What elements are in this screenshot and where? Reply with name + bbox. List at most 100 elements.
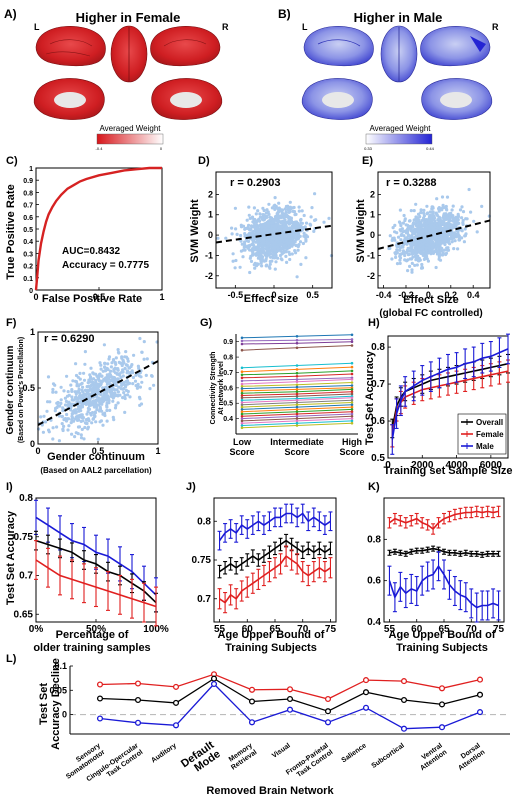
- panel-e-point: [403, 218, 407, 223]
- panel-f-label: F): [6, 317, 17, 329]
- panel-g-category-label: Score: [284, 447, 309, 457]
- panel-e-point: [399, 252, 403, 256]
- panel-g-point: [295, 385, 299, 389]
- panel-f-point: [101, 423, 105, 427]
- brain-male-top: [380, 25, 418, 83]
- panel-g-point: [350, 412, 354, 416]
- panel-f-point: [114, 367, 118, 371]
- panel-f-point: [54, 390, 58, 394]
- panel-f-point: [56, 404, 60, 408]
- panel-d-point: [299, 217, 303, 222]
- panel-e-point: [399, 233, 403, 237]
- panel-f-point: [83, 425, 87, 430]
- panel-h-legend-label: Overall: [476, 418, 503, 427]
- panel-f-ytick-label: 0.5: [22, 383, 35, 393]
- panel-e-point: [423, 235, 427, 239]
- panel-f-point: [94, 378, 98, 383]
- panel-d-point: [260, 236, 264, 240]
- panel-e-point: [425, 204, 429, 208]
- panel-l-point: [248, 698, 256, 705]
- panel-d-xtick-label: 0.5: [306, 290, 319, 300]
- panel-d-ytick-label: 2: [208, 189, 213, 199]
- panel-f-point: [82, 378, 87, 382]
- panel-f-point: [90, 411, 95, 415]
- panel-g: G) 0.40.50.60.70.80.9LowScoreIntermediat…: [200, 317, 365, 457]
- panel-k-xlabel2: Training Subjects: [396, 642, 488, 654]
- panel-b: B) Higher in Male L R Averaged Weight 0.…: [278, 7, 499, 151]
- panel-f-point: [138, 385, 142, 389]
- panel-f-point: [145, 357, 149, 361]
- panel-f-point: [91, 390, 95, 394]
- panel-e-point: [411, 255, 415, 259]
- panel-d-point: [279, 246, 283, 250]
- panel-g-category-label: Intermediate: [270, 437, 324, 447]
- panel-f-point: [51, 390, 55, 394]
- panel-e-point: [435, 197, 439, 201]
- panel-a-colorbar: [96, 133, 164, 145]
- panel-g-point: [295, 346, 299, 350]
- panel-l-ylabel: Test Set: [38, 683, 50, 725]
- panel-c-label: C): [6, 155, 18, 167]
- panel-f-point: [131, 375, 135, 380]
- panel-e-ytick-label: 1: [370, 210, 375, 220]
- panel-e-point: [415, 263, 419, 267]
- panel-g-point: [240, 405, 244, 409]
- panel-d-point: [252, 233, 256, 237]
- panel-f-point: [127, 366, 132, 370]
- panel-l-point: [286, 706, 294, 713]
- panel-b-label: B): [278, 7, 291, 21]
- panel-f-point: [123, 410, 127, 414]
- panel-d-point: [284, 220, 288, 225]
- panel-e-point: [417, 247, 421, 251]
- panel-e-point: [422, 257, 426, 261]
- panel-f-point: [73, 390, 77, 394]
- panel-d-point: [274, 205, 278, 209]
- panel-f-point: [60, 414, 64, 419]
- panel-d-point: [247, 205, 251, 209]
- panel-g-label: G): [200, 317, 213, 329]
- panel-f-point: [60, 422, 64, 426]
- panel-f-point: [102, 393, 106, 397]
- panel-e-point: [463, 234, 467, 238]
- panel-g-point: [295, 368, 299, 371]
- panel-h-ytick-label: 0.8: [371, 342, 385, 353]
- panel-d-point: [243, 242, 247, 247]
- panel-d-point: [265, 221, 269, 225]
- panel-d-point: [293, 213, 297, 217]
- panel-h-ytick-label: 0.6: [371, 416, 385, 427]
- panel-l-category-label: Salience: [341, 742, 368, 764]
- panel-g-point: [350, 365, 354, 369]
- panel-f-point: [128, 371, 132, 375]
- panel-l-point: [134, 719, 142, 726]
- panel-e-point: [427, 219, 431, 223]
- panel-e-point: [396, 235, 401, 239]
- panel-f-point: [37, 427, 41, 431]
- panel-g-point: [350, 401, 354, 404]
- panel-g-point: [350, 369, 354, 373]
- panel-e-point: [451, 204, 455, 208]
- panel-d-point: [257, 219, 261, 223]
- panel-g-point: [295, 419, 299, 423]
- panel-d-point: [238, 265, 242, 269]
- panel-e-point: [407, 249, 411, 253]
- panel-f-point: [109, 369, 113, 373]
- panel-e-point: [414, 202, 418, 206]
- panel-d-point: [287, 218, 291, 222]
- panel-g-point: [295, 341, 299, 345]
- panel-f-point: [114, 356, 118, 360]
- panel-f-point: [94, 401, 98, 405]
- panel-g-point: [240, 391, 244, 395]
- panel-g-point: [295, 364, 299, 367]
- panel-l-point: [362, 689, 370, 696]
- panel-e-point: [427, 230, 431, 234]
- panel-e-point: [408, 219, 412, 223]
- panel-d-point: [274, 260, 278, 264]
- panel-f-point: [134, 373, 138, 377]
- panel-f-point: [99, 367, 103, 371]
- panel-f-point: [69, 383, 73, 387]
- panel-d-ytick-label: -2: [205, 271, 213, 281]
- panel-e-point: [390, 257, 394, 261]
- panel-d-point: [216, 236, 220, 240]
- panel-j-ytick-label: 0.8: [197, 516, 211, 527]
